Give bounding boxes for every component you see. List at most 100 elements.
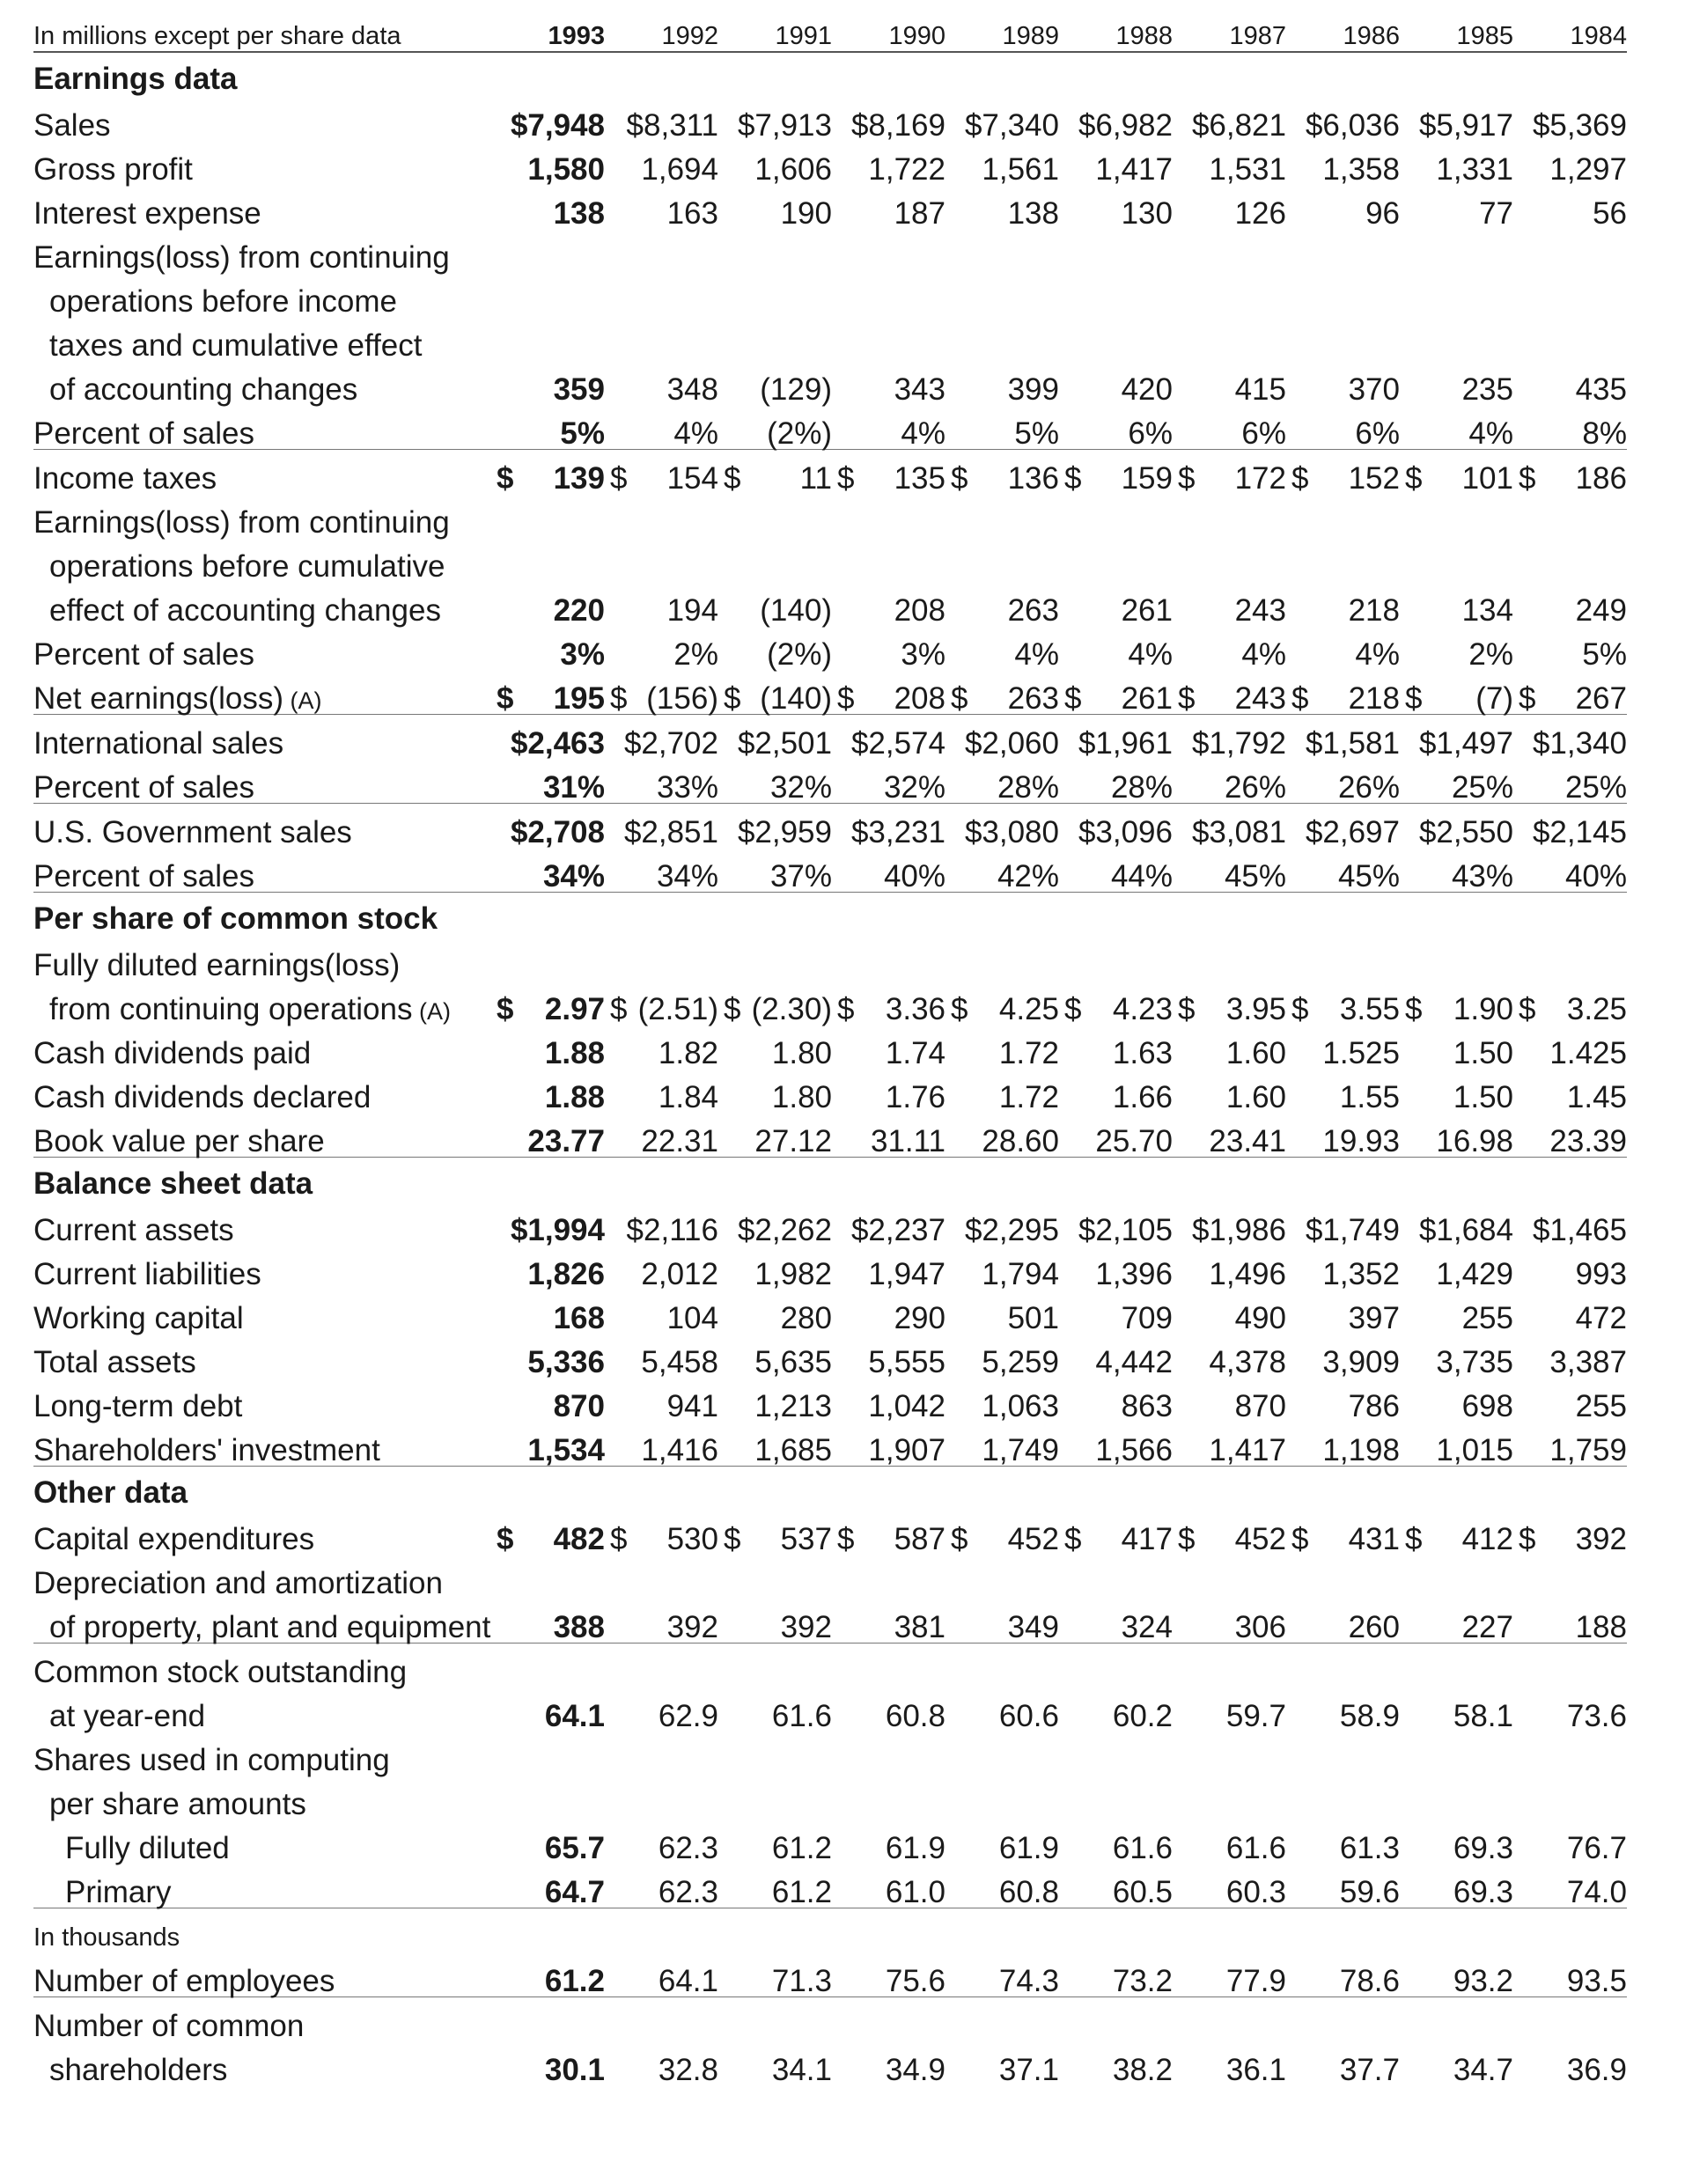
value-cell (718, 494, 832, 538)
value-text: 4% (673, 416, 718, 451)
row-label-text: Number of common (33, 2009, 305, 2043)
value-cell (491, 229, 605, 273)
value-cell (605, 1644, 718, 1688)
value-cell: 62.3 (605, 1820, 718, 1864)
value-cell (1173, 1644, 1286, 1688)
table-row: Common stock outstanding (33, 1644, 1627, 1688)
value-text: 1.88 (544, 1036, 605, 1070)
value-cell: $392 (1513, 1511, 1627, 1555)
value-cell: 1.50 (1400, 1025, 1513, 1069)
value-text: 60.8 (998, 1875, 1059, 1909)
dollar-sign: $ (737, 815, 755, 849)
dollar-sign: $ (497, 461, 514, 496)
value-cell: 1,429 (1400, 1246, 1513, 1290)
dollar-sign: $ (1078, 726, 1096, 761)
value-cell: 1,566 (1059, 1422, 1173, 1467)
value-cell: $135 (832, 450, 946, 494)
value-cell: 6% (1286, 405, 1400, 450)
value-cell: 194 (605, 582, 718, 626)
row-label-text: Earnings(loss) from continuing (33, 505, 450, 540)
value-text: 431 (1348, 1522, 1400, 1556)
value-text: 168 (553, 1301, 605, 1335)
dollar-sign: $ (964, 815, 982, 849)
value-cell: $ (156) (605, 670, 718, 715)
value-text: 2,851 (641, 815, 718, 849)
value-cell: 138 (946, 185, 1059, 229)
value-cell: $1,340 (1513, 715, 1627, 759)
value-cell: 1,685 (718, 1422, 832, 1467)
value-cell: 1,531 (1173, 141, 1286, 185)
table-row: operations before cumulative (33, 538, 1627, 582)
value-cell (1513, 273, 1627, 317)
value-text: 1,826 (527, 1257, 605, 1291)
value-text: 1,566 (1095, 1433, 1173, 1467)
value-cell (832, 317, 946, 361)
value-cell: 349 (946, 1599, 1059, 1644)
value-text: (140) (760, 681, 832, 716)
value-cell: (129) (718, 361, 832, 405)
value-text: 2,697 (1322, 815, 1400, 849)
value-cell: 6% (1173, 405, 1286, 450)
value-cell: 58.9 (1286, 1688, 1400, 1732)
value-text: 75.6 (885, 1964, 946, 1998)
value-cell: 34% (491, 848, 605, 893)
value-text: 1.80 (771, 1080, 832, 1114)
value-cell (1400, 1732, 1513, 1776)
value-text: 16.98 (1436, 1124, 1513, 1158)
row-label: Earnings(loss) from continuing (33, 229, 491, 273)
value-text: 2,060 (982, 726, 1059, 761)
value-text: 152 (1348, 461, 1400, 496)
header-row: In millions except per share data 1993 1… (33, 0, 1627, 53)
value-cell: $1,465 (1513, 1202, 1627, 1246)
value-cell (1059, 317, 1173, 361)
value-text: 37% (769, 859, 832, 893)
value-cell (718, 538, 832, 582)
value-text: 2,012 (641, 1257, 718, 1291)
value-cell: 870 (491, 1378, 605, 1422)
value-text: 59.6 (1339, 1875, 1400, 1909)
value-cell (718, 1776, 832, 1820)
value-cell: 19.93 (1286, 1113, 1400, 1158)
dollar-sign: $ (837, 681, 855, 716)
value-text: 993 (1575, 1257, 1627, 1291)
row-label: Earnings(loss) from continuing (33, 494, 491, 538)
value-text: 134 (1461, 593, 1513, 628)
row-label: of accounting changes (33, 361, 491, 405)
row-label: from continuing operations (A) (33, 981, 491, 1025)
dollar-sign: $ (951, 681, 968, 716)
value-cell (718, 317, 832, 361)
table-row: Total assets 5,336 5,458 5,635 5,555 5,259 4,4… (33, 1334, 1627, 1378)
value-text: 348 (666, 372, 718, 407)
value-text: 261 (1121, 593, 1173, 628)
value-cell (1513, 1997, 1627, 2042)
value-text: 863 (1121, 1389, 1173, 1423)
value-cell: $1,749 (1286, 1202, 1400, 1246)
value-text: 38.2 (1112, 2053, 1173, 2087)
value-cell (1400, 273, 1513, 317)
value-cell: 78.6 (1286, 1952, 1400, 1997)
value-cell: $3.95 (1173, 981, 1286, 1025)
value-text: 58.1 (1453, 1699, 1513, 1733)
value-cell: $186 (1513, 450, 1627, 494)
value-cell: 134 (1400, 582, 1513, 626)
row-label-text: Capital expenditures (33, 1522, 315, 1556)
section-title: Balance sheet data (33, 1166, 313, 1201)
row-label: Common stock outstanding (33, 1644, 491, 1688)
dollar-sign: $ (1078, 108, 1096, 143)
value-cell: $208 (832, 670, 946, 715)
value-cell (491, 937, 605, 981)
dollar-sign: $ (964, 108, 982, 143)
row-label: Total assets (33, 1334, 491, 1378)
value-text: 96 (1365, 196, 1400, 231)
value-text: 1,994 (527, 1213, 605, 1247)
dollar-sign: $ (1078, 1213, 1096, 1247)
value-cell: 76.7 (1513, 1820, 1627, 1864)
value-text: 1,759 (1549, 1433, 1627, 1467)
value-text: 25% (1564, 770, 1627, 805)
value-text: 130 (1121, 196, 1173, 231)
value-text: 104 (666, 1301, 718, 1335)
value-cell (491, 1555, 605, 1599)
value-cell (1286, 1644, 1400, 1688)
value-cell: $2,237 (832, 1202, 946, 1246)
value-text: 159 (1121, 461, 1173, 496)
